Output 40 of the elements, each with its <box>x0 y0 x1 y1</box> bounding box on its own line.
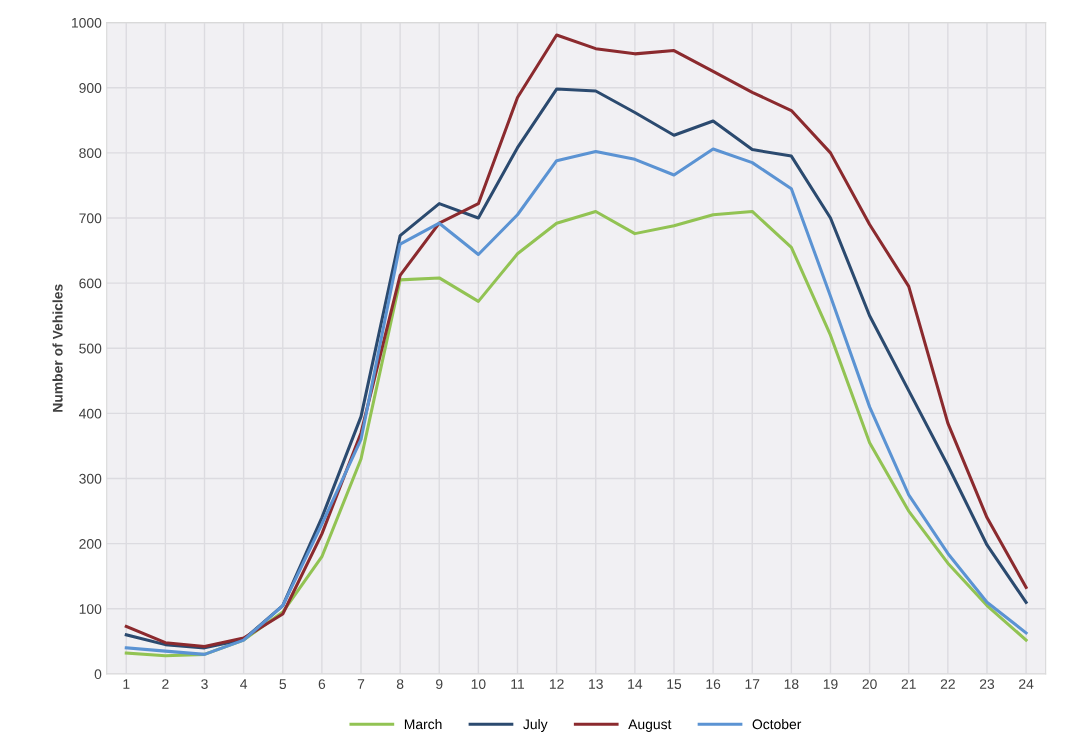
x-tick-label: 17 <box>745 679 760 689</box>
y-axis-title: Number of Vehicles <box>52 284 63 412</box>
x-tick-label: 18 <box>784 679 799 689</box>
y-tick-label: 100 <box>79 604 102 614</box>
x-tick-label: 11 <box>511 679 525 689</box>
x-tick-label: 7 <box>357 679 365 689</box>
y-tick-label: 900 <box>79 83 102 93</box>
x-tick-label: 23 <box>979 679 995 689</box>
y-tick-label: 800 <box>79 148 102 159</box>
y-tick-label: 600 <box>79 278 102 289</box>
x-tick-label: 16 <box>706 679 721 689</box>
x-tick-label: 24 <box>1019 679 1034 689</box>
x-tick-label: 5 <box>279 679 287 689</box>
x-tick-label: 15 <box>667 679 682 689</box>
y-tick-label: 700 <box>79 213 102 224</box>
x-tick-label: 9 <box>436 679 443 689</box>
y-tick-label: 200 <box>79 539 102 549</box>
legend-label: March <box>404 719 442 730</box>
x-tick-label: 6 <box>318 679 326 689</box>
x-tick-label: 13 <box>589 679 603 689</box>
x-tick-label: 14 <box>628 679 643 689</box>
legend-label: October <box>752 719 802 730</box>
x-tick-label: 8 <box>396 679 404 689</box>
x-tick-label: 21 <box>901 679 916 689</box>
x-tick-label: 4 <box>240 679 248 689</box>
x-tick-label: 3 <box>201 679 208 689</box>
y-tick-label: 500 <box>79 343 102 354</box>
y-tick-label: 1000 <box>72 17 102 28</box>
y-tick-label: 400 <box>78 408 102 419</box>
y-tick-label: 0 <box>94 669 102 680</box>
x-tick-label: 10 <box>471 679 486 689</box>
x-tick-label: 12 <box>549 679 564 689</box>
x-tick-label: 20 <box>862 679 877 689</box>
x-tick-label: 1 <box>123 679 130 689</box>
x-tick-label: 22 <box>940 679 955 689</box>
y-tick-label: 300 <box>79 473 102 484</box>
legend-label: July <box>523 719 548 732</box>
legend-label: August <box>628 719 672 732</box>
x-tick-label: 19 <box>823 679 838 689</box>
x-tick-label: 2 <box>162 679 169 689</box>
